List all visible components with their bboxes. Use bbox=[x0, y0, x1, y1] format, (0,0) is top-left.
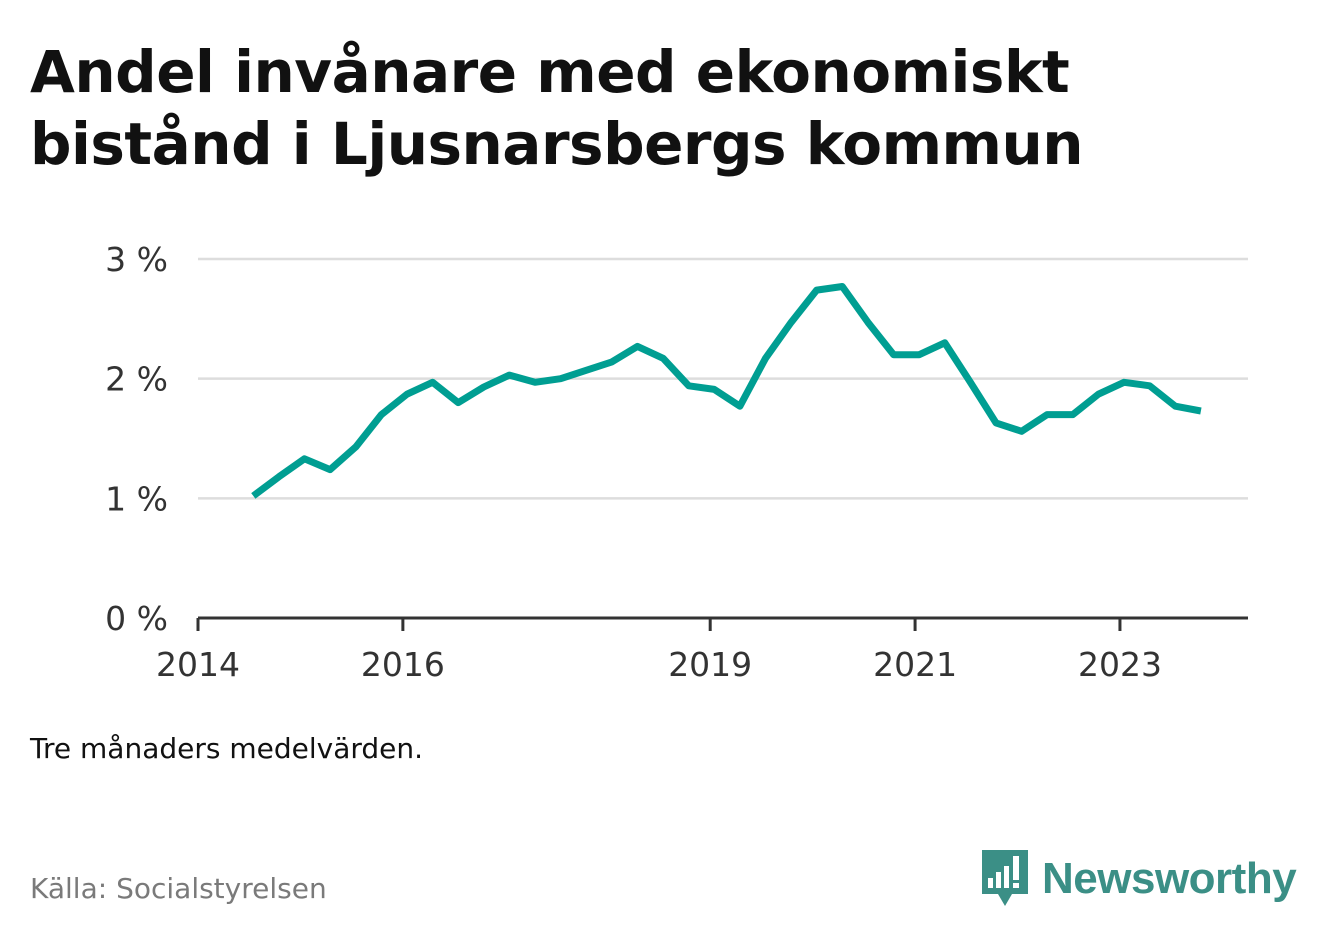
brand-name: Newsworthy bbox=[1042, 854, 1297, 903]
chart-title: Andel invånare med ekonomiskt bistånd i … bbox=[30, 38, 1084, 178]
y-tick-label: 2 % bbox=[105, 360, 168, 399]
x-tick-label: 2023 bbox=[1078, 645, 1162, 684]
chart-note: Tre månaders medelvärden. bbox=[30, 732, 424, 765]
y-tick-label: 1 % bbox=[105, 479, 168, 518]
x-tick-label: 2016 bbox=[361, 645, 445, 684]
y-tick-label: 0 % bbox=[105, 599, 168, 638]
series-layer bbox=[251, 283, 1202, 499]
x-tick-label: 2019 bbox=[668, 645, 752, 684]
y-axis-labels: 0 % 1 % 2 % 3 % bbox=[105, 240, 168, 638]
source-label: Källa: Socialstyrelsen bbox=[30, 872, 327, 905]
newsworthy-brand: Newsworthy bbox=[980, 848, 1297, 910]
x-axis-labels: 2014 2016 2019 2021 2023 bbox=[156, 645, 1162, 684]
x-tick-label: 2014 bbox=[156, 645, 240, 684]
series-line bbox=[251, 283, 1202, 499]
y-tick-label: 3 % bbox=[105, 240, 168, 279]
gridlines bbox=[198, 257, 1248, 500]
newsworthy-logo-icon bbox=[982, 850, 1028, 906]
x-axis bbox=[196, 616, 1248, 631]
x-tick-label: 2021 bbox=[873, 645, 957, 684]
